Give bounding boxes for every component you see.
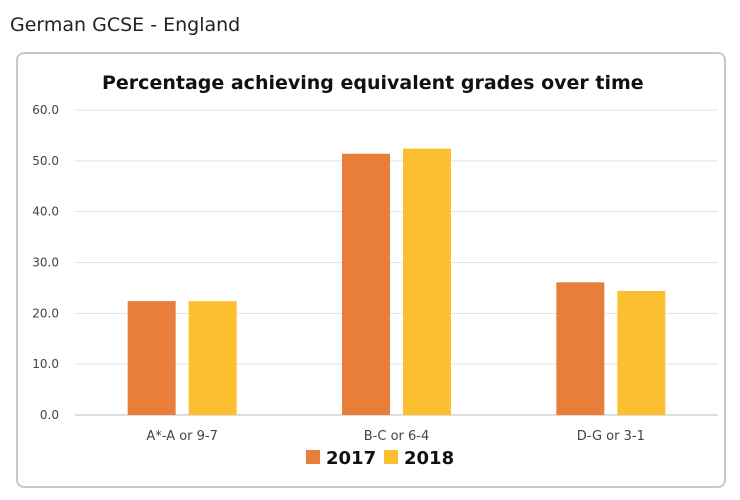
y-tick-label: 30.0 bbox=[32, 256, 59, 270]
chart-title: Percentage achieving equivalent grades o… bbox=[102, 72, 644, 94]
legend: 2017 2018 bbox=[306, 448, 454, 469]
y-tick-label: 10.0 bbox=[32, 357, 59, 371]
legend-label-2017: 2017 bbox=[326, 448, 376, 469]
x-axis-ticks: A*-A or 9-7 B-C or 6-4 D-G or 3-1 bbox=[146, 429, 644, 444]
legend-swatch-2017 bbox=[306, 450, 320, 464]
y-tick-label: 60.0 bbox=[32, 103, 59, 117]
legend-swatch-2018 bbox=[384, 450, 398, 464]
bar-2017 bbox=[127, 301, 176, 415]
bar-2017 bbox=[342, 153, 390, 415]
bar-chart: Percentage achieving equivalent grades o… bbox=[32, 72, 718, 469]
bar-2018 bbox=[403, 148, 451, 415]
bars bbox=[127, 148, 666, 415]
bar-2017 bbox=[556, 282, 605, 415]
y-tick-label: 40.0 bbox=[32, 205, 59, 219]
bar-2018 bbox=[188, 301, 237, 415]
chart-card: Percentage achieving equivalent grades o… bbox=[16, 52, 726, 488]
bar-2018 bbox=[617, 290, 666, 415]
y-axis-ticks: 0.0 10.0 20.0 30.0 40.0 50.0 60.0 bbox=[32, 103, 59, 422]
page-title: German GCSE - England bbox=[10, 14, 241, 36]
y-tick-label: 20.0 bbox=[32, 306, 59, 320]
x-tick-label: B-C or 6-4 bbox=[364, 429, 429, 444]
gridlines bbox=[75, 109, 718, 416]
x-tick-label: D-G or 3-1 bbox=[577, 429, 645, 444]
x-tick-label: A*-A or 9-7 bbox=[146, 429, 218, 444]
y-tick-label: 0.0 bbox=[40, 408, 59, 422]
y-tick-label: 50.0 bbox=[32, 154, 59, 168]
legend-label-2018: 2018 bbox=[404, 448, 454, 469]
